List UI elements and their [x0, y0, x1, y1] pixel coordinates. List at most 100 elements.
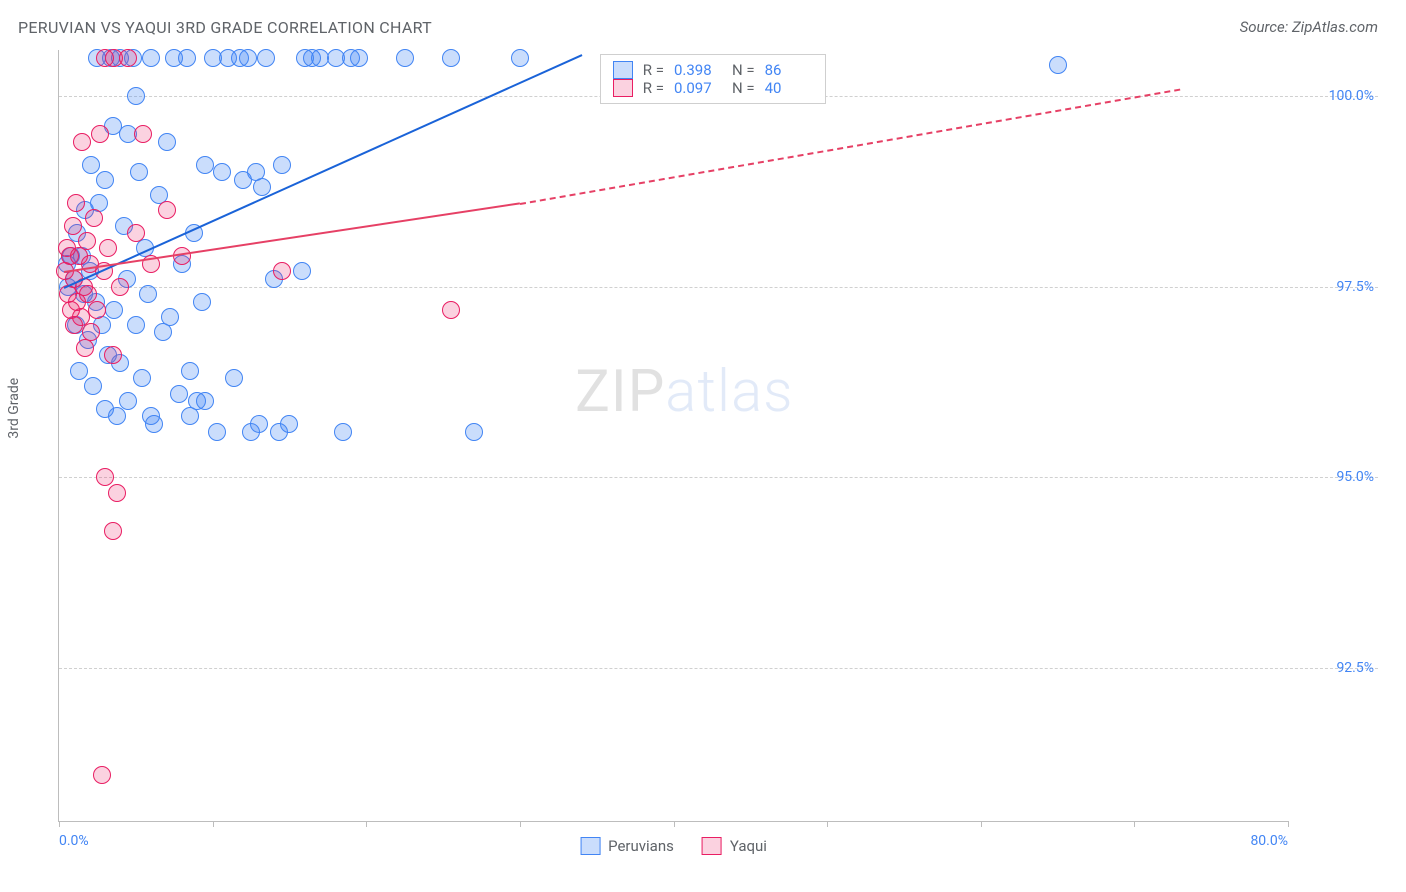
gridline	[59, 668, 1378, 669]
scatter-point	[158, 201, 176, 219]
gridline	[59, 287, 1378, 288]
legend-row: R = 0.097 N = 40	[613, 79, 813, 97]
legend-label: Yaqui	[730, 837, 767, 855]
x-tick-label: 0.0%	[59, 833, 89, 849]
y-tick-label: 100.0%	[1329, 88, 1374, 104]
scatter-point	[78, 232, 96, 250]
scatter-point	[273, 262, 291, 280]
scatter-point	[142, 407, 160, 425]
scatter-point	[158, 133, 176, 151]
scatter-point	[213, 163, 231, 181]
scatter-point	[239, 49, 257, 67]
scatter-point	[82, 323, 100, 341]
scatter-point	[88, 301, 106, 319]
scatter-point	[119, 392, 137, 410]
scatter-point	[170, 385, 188, 403]
scatter-point	[96, 400, 114, 418]
scatter-point	[196, 156, 214, 174]
scatter-point	[280, 415, 298, 433]
correlation-legend: R = 0.398 N = 86 R = 0.097 N = 40	[600, 54, 826, 104]
scatter-point	[127, 316, 145, 334]
scatter-point	[208, 423, 226, 441]
scatter-point	[396, 49, 414, 67]
scatter-point	[133, 369, 151, 387]
trendline	[520, 88, 1181, 204]
watermark-zip: ZIP	[575, 358, 665, 426]
x-tick	[520, 821, 521, 827]
scatter-point	[161, 308, 179, 326]
legend-item: Yaqui	[702, 837, 767, 855]
x-tick-label: 80.0%	[1250, 833, 1288, 849]
r-label: R =	[643, 79, 664, 97]
legend-label: Peruvians	[608, 837, 674, 855]
source-attribution: Source: ZipAtlas.com	[1240, 18, 1378, 36]
scatter-point	[442, 49, 460, 67]
x-tick	[1288, 821, 1289, 827]
x-tick	[1134, 821, 1135, 827]
scatter-point	[257, 49, 275, 67]
scatter-point	[1049, 56, 1067, 74]
scatter-point	[250, 415, 268, 433]
y-axis-label: 3rd Grade	[6, 378, 22, 439]
scatter-point	[111, 278, 129, 296]
scatter-point	[96, 468, 114, 486]
y-tick-label: 97.5%	[1336, 279, 1374, 295]
scatter-point	[273, 156, 291, 174]
scatter-point	[465, 423, 483, 441]
legend-swatch	[613, 79, 633, 97]
x-tick	[59, 821, 60, 827]
plot-area: ZIPatlas 92.5%95.0%97.5%100.0%0.0%80.0%R…	[58, 50, 1288, 822]
scatter-point	[82, 156, 100, 174]
scatter-point	[91, 125, 109, 143]
scatter-point	[84, 377, 102, 395]
x-tick	[366, 821, 367, 827]
n-label: N =	[732, 79, 755, 97]
legend-swatch	[580, 837, 600, 855]
x-tick	[674, 821, 675, 827]
r-label: R =	[643, 61, 664, 79]
scatter-point	[130, 163, 148, 181]
scatter-point	[64, 217, 82, 235]
legend-swatch	[702, 837, 722, 855]
scatter-point	[127, 87, 145, 105]
scatter-point	[193, 293, 211, 311]
n-label: N =	[732, 61, 755, 79]
watermark: ZIPatlas	[575, 358, 793, 426]
scatter-point	[93, 766, 111, 784]
scatter-point	[134, 125, 152, 143]
scatter-point	[96, 171, 114, 189]
scatter-point	[196, 392, 214, 410]
legend-row: R = 0.398 N = 86	[613, 61, 813, 79]
watermark-atlas: atlas	[665, 358, 793, 426]
scatter-point	[142, 49, 160, 67]
x-tick	[213, 821, 214, 827]
scatter-point	[139, 285, 157, 303]
scatter-point	[119, 49, 137, 67]
n-value: 40	[765, 79, 813, 97]
scatter-point	[67, 194, 85, 212]
scatter-point	[511, 49, 529, 67]
y-tick-label: 95.0%	[1336, 469, 1374, 485]
series-legend: Peruvians Yaqui	[580, 837, 767, 855]
scatter-point	[350, 49, 368, 67]
legend-item: Peruvians	[580, 837, 674, 855]
scatter-point	[73, 133, 91, 151]
scatter-point	[442, 301, 460, 319]
scatter-point	[225, 369, 243, 387]
scatter-point	[293, 262, 311, 280]
scatter-point	[104, 522, 122, 540]
scatter-point	[104, 346, 122, 364]
scatter-point	[70, 362, 88, 380]
scatter-point	[127, 224, 145, 242]
r-value: 0.097	[674, 79, 722, 97]
scatter-point	[178, 49, 196, 67]
scatter-point	[181, 407, 199, 425]
scatter-point	[108, 484, 126, 502]
r-value: 0.398	[674, 61, 722, 79]
n-value: 86	[765, 61, 813, 79]
y-tick-label: 92.5%	[1336, 660, 1374, 676]
chart-title: PERUVIAN VS YAQUI 3RD GRADE CORRELATION …	[18, 18, 432, 37]
scatter-point	[181, 362, 199, 380]
scatter-point	[99, 239, 117, 257]
gridline	[59, 477, 1378, 478]
